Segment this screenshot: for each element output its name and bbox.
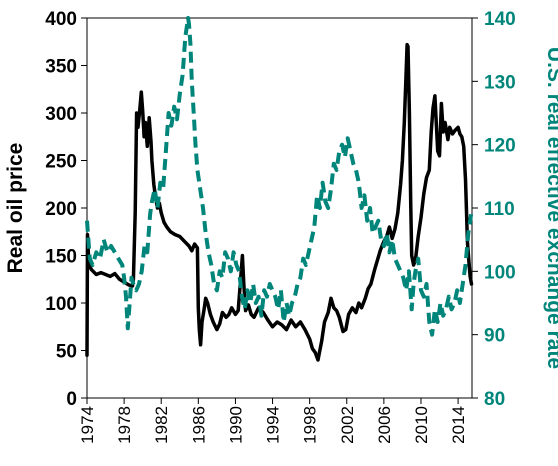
right-y-tick-label: 90: [484, 326, 505, 347]
right-y-tick-label: 110: [484, 199, 515, 220]
right-y-tick-label: 140: [484, 9, 516, 30]
x-tick-label: 2006: [375, 406, 394, 444]
right-y-tick-label: 120: [484, 136, 516, 157]
left-y-tick-label: 350: [45, 57, 77, 78]
oil-price-series-line: [85, 42, 474, 362]
x-tick-label: 1986: [189, 406, 208, 444]
x-tick-label: 1982: [152, 406, 171, 444]
right-y-tick-label: 100: [484, 262, 516, 283]
x-tick-label: 2014: [449, 406, 468, 444]
right-y-tick-label: 80: [484, 389, 505, 410]
left-y-axis-ticks: 0 50 100 150 200 250 300 350 400: [45, 9, 87, 410]
plot-area-border: [86, 17, 473, 399]
exchange-rate-series-line: [85, 16, 474, 337]
left-y-tick-label: 250: [45, 152, 77, 173]
x-tick-label: 1998: [301, 406, 320, 444]
x-tick-label: 1974: [78, 406, 97, 444]
plot-frame: [86, 17, 473, 399]
x-tick-label: 1978: [115, 406, 134, 444]
left-y-tick-label: 0: [66, 389, 77, 410]
left-y-tick-label: 50: [56, 342, 77, 363]
left-y-tick-label: 300: [45, 104, 77, 125]
left-y-tick-label: 200: [45, 199, 77, 220]
left-y-tick-label: 150: [45, 247, 77, 268]
x-tick-label: 1994: [264, 406, 283, 444]
left-y-tick-label: 400: [45, 9, 77, 30]
left-y-tick-label: 100: [45, 294, 77, 315]
right-y-axis-label: U.S. real effective exchange rate: [543, 47, 558, 369]
x-tick-label: 2002: [338, 406, 357, 444]
right-y-axis-ticks: 80 90 100 110 120 130 140: [472, 9, 516, 410]
x-axis-ticks: 1974 1978 1982 1986 1990 1994 1998 2002 2006 2010…: [78, 398, 468, 444]
left-y-axis-label: Real oil price: [4, 143, 27, 274]
series-layer: [85, 16, 474, 362]
right-y-tick-label: 130: [484, 72, 516, 93]
x-tick-label: 1990: [226, 406, 245, 444]
x-tick-label: 2010: [412, 406, 431, 444]
